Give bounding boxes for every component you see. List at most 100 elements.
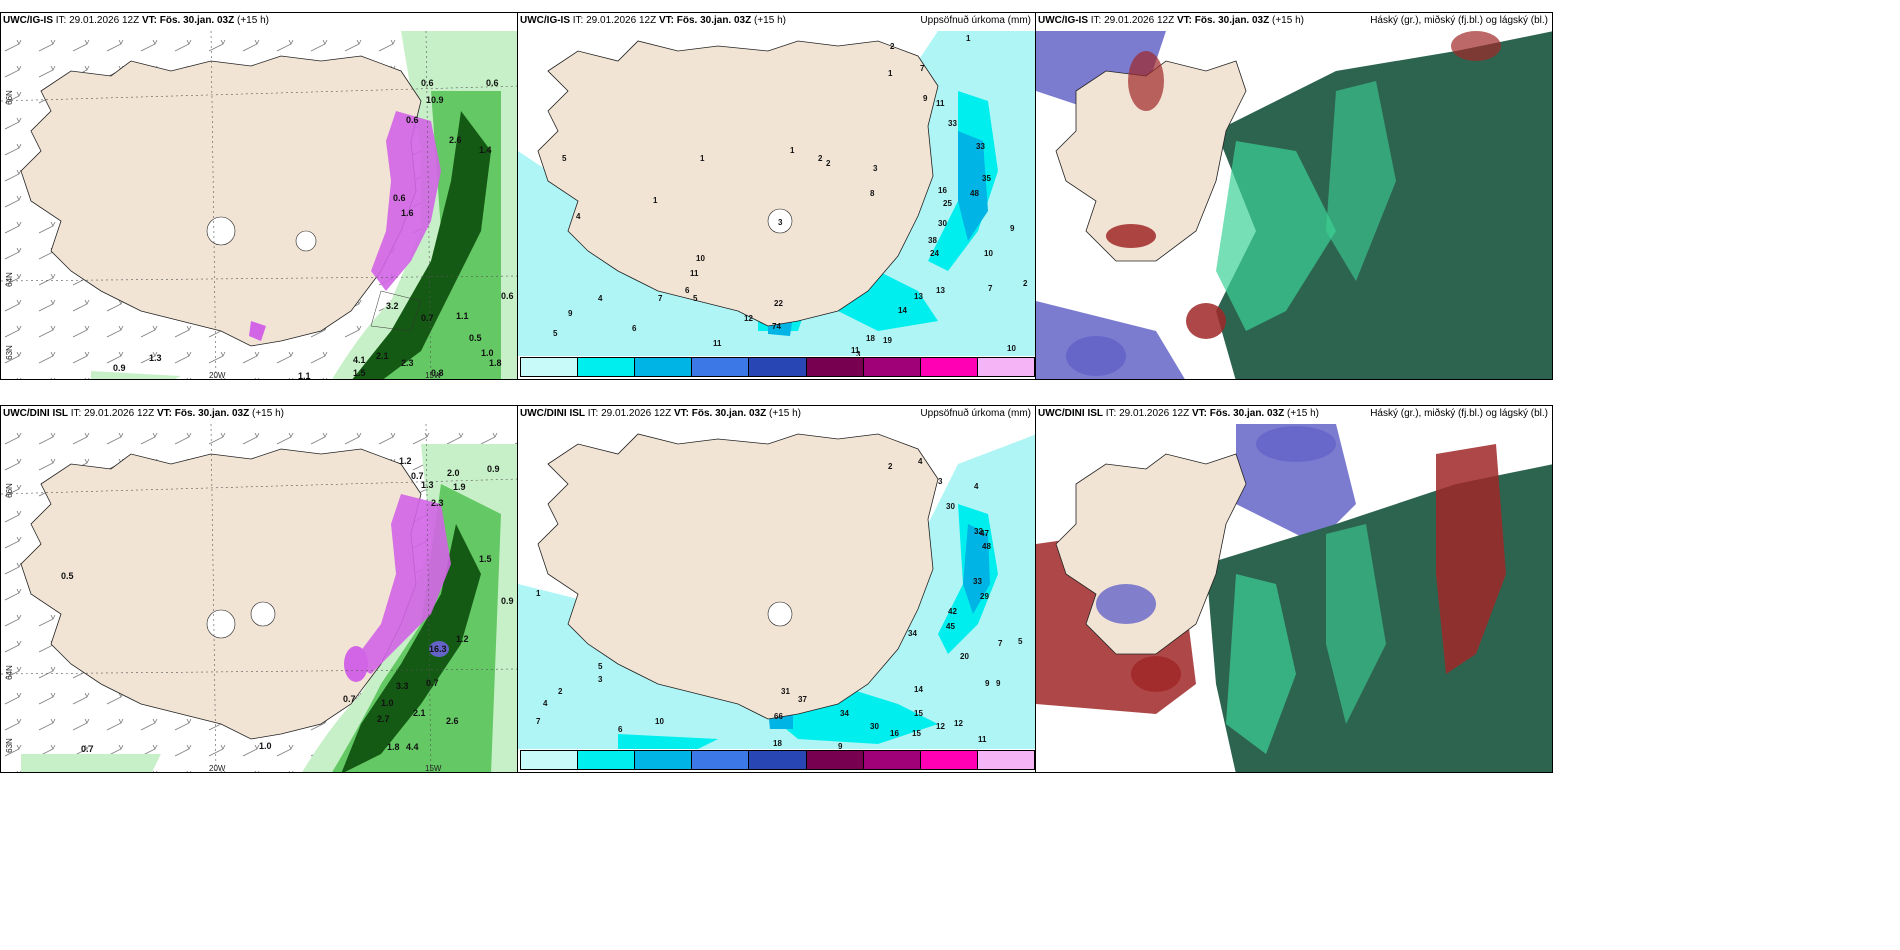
value-label: 1.5 <box>479 554 492 564</box>
precip-value-labels: 2 1 1 7 9 11 33 33 35 48 25 16 30 38 24 … <box>553 34 1028 356</box>
value-label: 66 <box>774 712 783 721</box>
legend-tick-label: 10 <box>573 378 582 379</box>
value-label: 15 <box>912 729 921 738</box>
value-label: 16 <box>938 186 947 195</box>
value-label: 9 <box>996 679 1001 688</box>
value-label: 2.6 <box>446 716 459 726</box>
value-label: 9 <box>923 94 928 103</box>
legend-color-cell <box>805 357 864 377</box>
legend-tick-label: 1 <box>520 771 524 772</box>
panel-title: UWC/IG-IS IT: 29.01.2026 12Z VT: Fös. 30… <box>1038 15 1304 26</box>
value-label: 4 <box>974 482 979 491</box>
value-label: 5 <box>553 329 558 338</box>
legend-tick-label: 50 <box>687 378 696 379</box>
value-label: 1.0 <box>481 348 494 358</box>
panel-right-title: Uppsöfnuð úrkoma (mm) <box>920 15 1031 26</box>
legend-color-cell <box>748 357 807 377</box>
legend-color-cell <box>520 357 579 377</box>
value-label: 2.7 <box>377 714 390 724</box>
value-label: 13 <box>936 286 945 295</box>
value-label: 9 <box>568 309 573 318</box>
value-label: 30 <box>946 502 955 511</box>
value-label: 11 <box>851 346 860 355</box>
lon-label: 20W <box>209 764 226 773</box>
lat-label: 64N <box>4 272 14 287</box>
value-label: 14 <box>898 306 907 315</box>
value-label: 38 <box>928 236 937 245</box>
value-label: 9 <box>838 742 843 749</box>
value-label: 1.0 <box>259 741 272 751</box>
value-label: 10 <box>655 717 664 726</box>
value-label: 11 <box>713 339 722 348</box>
value-label: 16.3 <box>429 644 447 654</box>
value-label: 1.3 <box>149 353 162 363</box>
legend-tick-label: 50 <box>687 771 696 772</box>
legend-color-cell <box>748 750 807 770</box>
value-label: 14 <box>914 685 923 694</box>
value-label: 10 <box>1007 344 1016 353</box>
iceland-land <box>20 55 422 347</box>
value-label: 0.7 <box>421 313 434 323</box>
value-label: 0.9 <box>501 596 514 606</box>
value-label: 18 <box>773 739 782 748</box>
lat-label: 66N <box>4 90 14 105</box>
precip-legend: 1 10 25 50 75 100 150 200 400 <box>520 357 1035 379</box>
legend-color-cell <box>691 750 750 770</box>
lat-label: 63N <box>4 738 14 753</box>
value-label: 0.6 <box>486 78 499 88</box>
value-label: 11 <box>936 99 945 108</box>
value-label: 1 <box>700 154 705 163</box>
value-label: 1.0 <box>381 698 394 708</box>
panel-title: UWC/DINI ISL IT: 29.01.2026 12Z VT: Fös.… <box>1038 408 1319 419</box>
value-label: 11 <box>690 269 699 278</box>
value-label: 2.3 <box>431 498 444 508</box>
map-precip: 2 1 1 7 9 11 33 33 35 48 25 16 30 38 24 … <box>518 31 1035 356</box>
panel-igis-accumulated-precip: UWC/IG-IS IT: 29.01.2026 12Z VT: Fös. 30… <box>517 12 1036 380</box>
value-label: 33 <box>973 577 982 586</box>
legend-tick-label: 150 <box>859 771 872 772</box>
value-label: 5 <box>562 154 567 163</box>
map-clouds <box>1036 424 1552 772</box>
map-wind-precip: 0.6 0.6 10.9 0.6 2.6 1.4 0.6 1.6 3.2 0.7… <box>1 31 517 379</box>
value-label: 22 <box>774 299 783 308</box>
value-label: 10.9 <box>426 95 444 105</box>
value-label: 13 <box>914 292 923 301</box>
value-label: 0.6 <box>393 193 406 203</box>
value-label: 3 <box>873 164 878 173</box>
value-label: 29 <box>980 592 989 601</box>
map-wind-precip: 1.2 0.7 2.0 0.9 1.9 1.3 2.3 1.5 0.9 1.2 … <box>1 424 517 772</box>
panel-right-title: Uppsöfnuð úrkoma (mm) <box>920 408 1031 419</box>
value-label: 11 <box>978 735 987 744</box>
legend-color-cell <box>805 750 864 770</box>
value-label: 42 <box>948 607 957 616</box>
panel-title: UWC/IG-IS IT: 29.01.2026 12Z VT: Fös. 30… <box>3 15 269 26</box>
value-label: 3 <box>598 675 603 684</box>
value-label: 20 <box>960 652 969 661</box>
value-label: 1.9 <box>453 482 466 492</box>
value-label: 3.2 <box>386 301 399 311</box>
value-label: 25 <box>943 199 952 208</box>
value-label: 0.7 <box>426 678 439 688</box>
panel-right-title: Háský (gr.), miðský (fj.bl.) og lágský (… <box>1370 15 1548 26</box>
legend-tick-label: 100 <box>802 771 815 772</box>
value-label: 2 <box>1023 279 1028 288</box>
lat-label: 63N <box>4 345 14 360</box>
legend-color-cell <box>919 357 978 377</box>
legend-tick-label: 200 <box>916 378 929 379</box>
value-label: 0.5 <box>469 333 482 343</box>
legend-tick-label: 400 <box>973 771 986 772</box>
map-precip: 4 2 3 4 30 32 47 48 33 42 45 29 20 34 7 … <box>518 424 1035 749</box>
value-label: 4.4 <box>406 742 419 752</box>
value-label: 47 <box>980 529 989 538</box>
value-label: 4 <box>598 294 603 303</box>
value-label: 8 <box>870 189 875 198</box>
value-label: 6 <box>632 324 637 333</box>
value-label: 1.8 <box>387 742 400 752</box>
value-label: 1.4 <box>479 145 492 155</box>
value-label: 12 <box>954 719 963 728</box>
value-label: 19 <box>883 336 892 345</box>
value-label: 24 <box>930 249 939 258</box>
value-label: 2 <box>826 159 831 168</box>
value-label: 1.3 <box>421 480 434 490</box>
value-label: 15 <box>914 709 923 718</box>
